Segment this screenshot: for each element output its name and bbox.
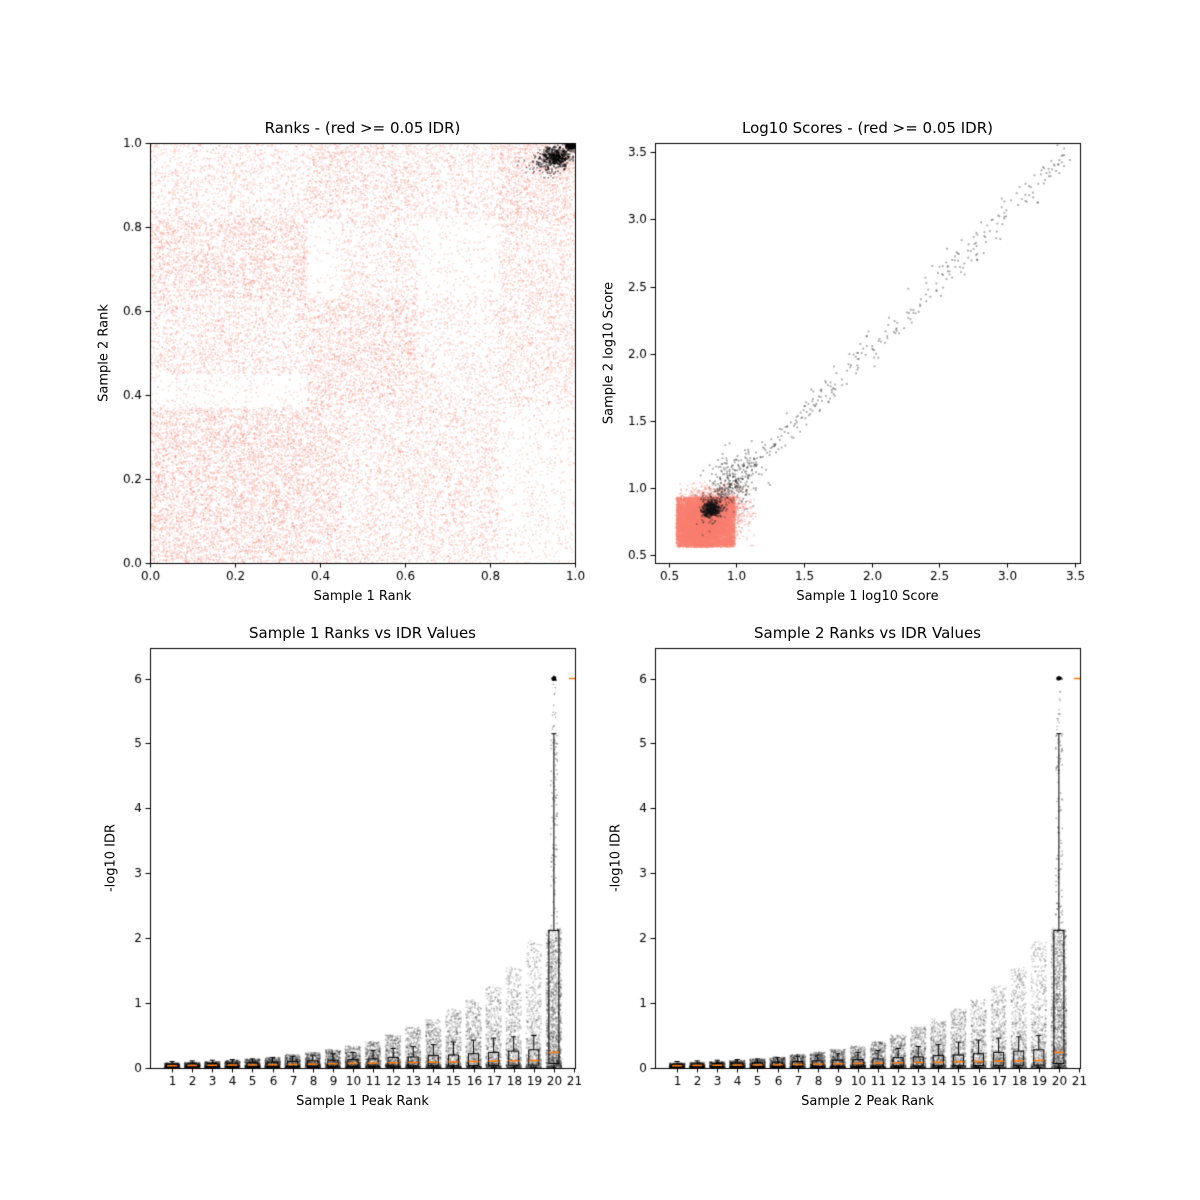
scores-xaxis-label: Sample 1 log10 Score — [796, 589, 939, 604]
sample2-idr-plot-title: Sample 2 Ranks vs IDR Values — [753, 624, 981, 642]
ranks-xaxis-label: Sample 1 Rank — [313, 589, 412, 604]
scores-yaxis-label: Sample 2 log10 Score — [601, 281, 617, 425]
ranks-plot-title: Ranks - (red >= 0.05 IDR) — [264, 119, 461, 137]
sample2-idr-yaxis-label: -log10 IDR — [608, 823, 624, 893]
sample1-idr-plot-title: Sample 1 Ranks vs IDR Values — [248, 624, 476, 642]
sample1-idr-yaxis-label: -log10 IDR — [103, 823, 119, 893]
scores-plot-title: Log10 Scores - (red >= 0.05 IDR) — [742, 119, 993, 137]
sample2-idr-xaxis-label: Sample 2 Peak Rank — [801, 1094, 934, 1109]
sample1-idr-xaxis-label: Sample 1 Peak Rank — [296, 1094, 429, 1109]
ranks-yaxis-label: Sample 2 Rank — [96, 304, 112, 402]
